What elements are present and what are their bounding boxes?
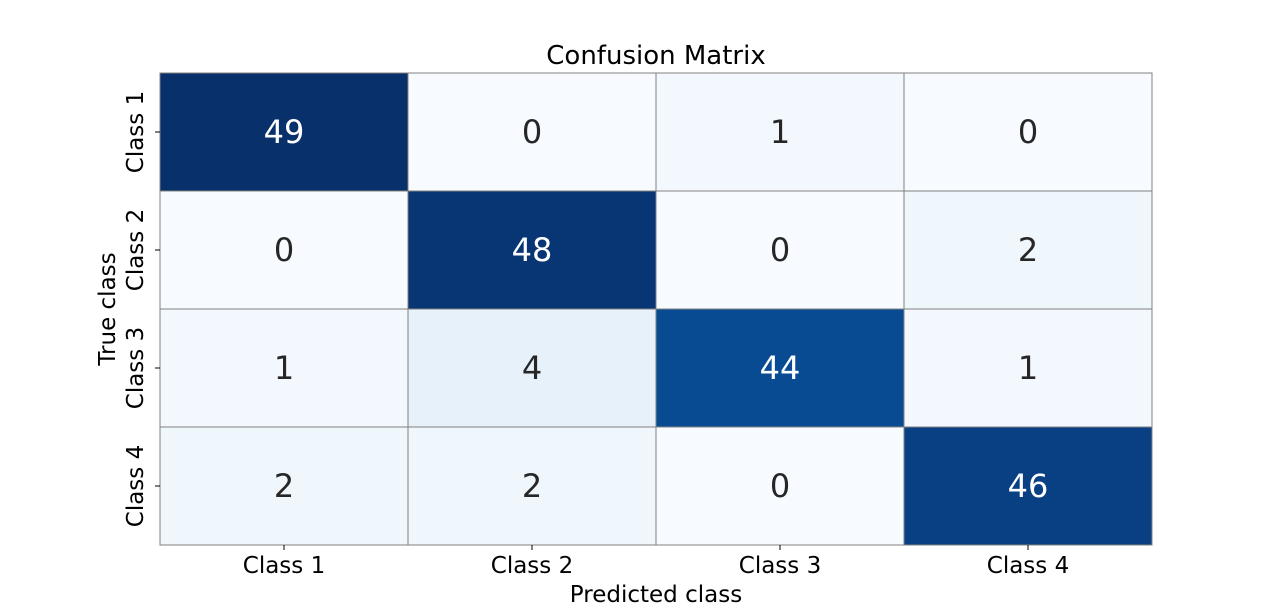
heatmap-cell	[903, 426, 1153, 546]
heatmap-cell	[407, 190, 657, 310]
y-axis-label: True class	[95, 252, 121, 366]
x-tick-label: Class 2	[491, 553, 573, 579]
y-tick-label: Class 2	[123, 209, 149, 291]
cell-value-label: 4	[522, 349, 542, 387]
cell-value-label: 1	[274, 349, 294, 387]
cell-value-label: 0	[522, 113, 542, 151]
heatmap-cell	[159, 426, 409, 546]
cell-value-label: 44	[760, 349, 801, 387]
heatmap-cell	[407, 426, 657, 546]
y-tick-label: Class 4	[123, 445, 149, 527]
cell-value-label: 0	[1018, 113, 1038, 151]
y-tick-label: Class 1	[123, 91, 149, 173]
cell-value-label: 49	[264, 113, 305, 151]
cell-value-label: 48	[512, 231, 553, 269]
cell-value-label: 1	[770, 113, 790, 151]
cell-value-label: 2	[1018, 231, 1038, 269]
heatmap-cell	[655, 426, 905, 546]
cell-value-label: 2	[274, 467, 294, 505]
y-tick-label: Class 3	[123, 327, 149, 409]
heatmap-cells: 49 0 1 00 48 0 21 4 44 12 2 0 46	[159, 72, 1153, 546]
x-axis-label: Predicted class	[570, 582, 742, 608]
cell-value-label: 0	[770, 231, 790, 269]
heatmap-cell	[903, 72, 1153, 192]
heatmap-cell	[407, 308, 657, 428]
x-tick-label: Class 4	[987, 553, 1069, 579]
cell-value-label: 1	[1018, 349, 1038, 387]
cell-value-label: 0	[770, 467, 790, 505]
chart-title: Confusion Matrix	[546, 41, 765, 71]
axis-ticks: Class 1 Class 2 Class 3 Class 4 Class 1 Class…	[123, 91, 1069, 579]
x-tick-label: Class 1	[243, 553, 325, 579]
cell-value-label: 2	[522, 467, 542, 505]
x-tick-label: Class 3	[739, 553, 821, 579]
heatmap-cell	[903, 308, 1153, 428]
heatmap-cell	[655, 190, 905, 310]
heatmap-cell	[903, 190, 1153, 310]
cell-value-label: 46	[1008, 467, 1049, 505]
cell-value-label: 0	[274, 231, 294, 269]
heatmap-cell	[159, 190, 409, 310]
heatmap-cell	[655, 72, 905, 192]
heatmap-cell	[159, 72, 409, 192]
heatmap-cell	[407, 72, 657, 192]
